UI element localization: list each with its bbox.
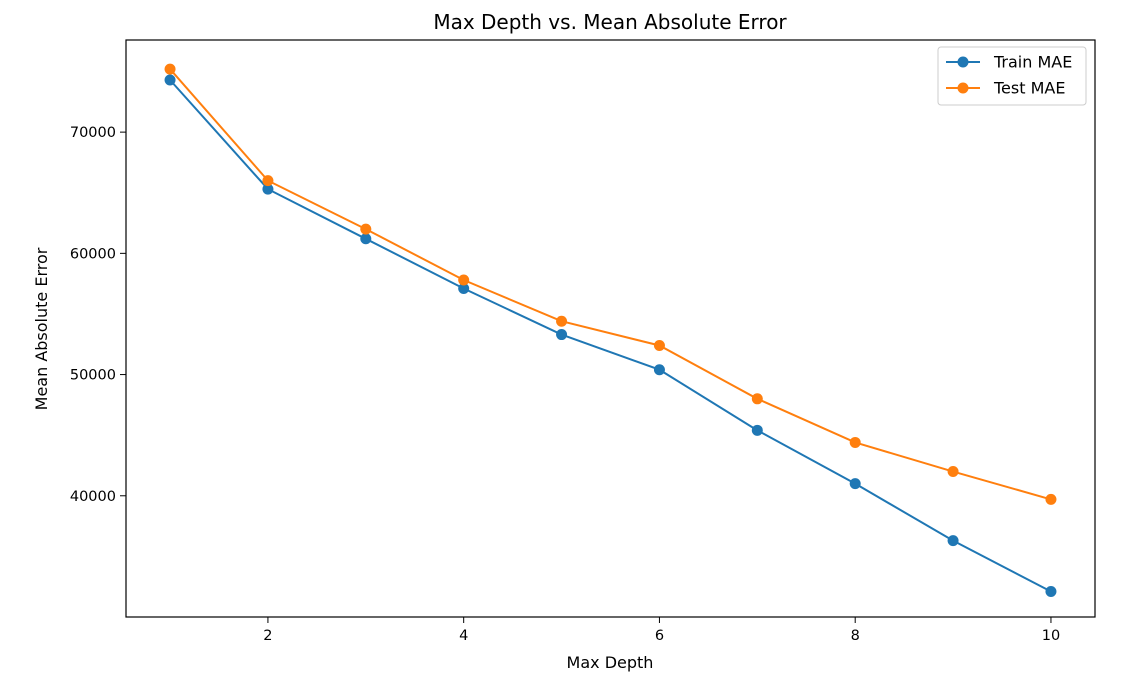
data-point — [360, 233, 372, 245]
data-point — [458, 274, 470, 286]
data-point — [947, 535, 959, 547]
y-tick-label: 70000 — [70, 125, 116, 141]
x-tick-label: 6 — [655, 628, 664, 644]
y-tick-label: 60000 — [70, 246, 116, 262]
data-point — [164, 63, 176, 75]
data-point — [556, 315, 568, 327]
series-line-1 — [169, 68, 1052, 501]
data-point — [849, 478, 861, 490]
data-point — [1045, 493, 1057, 505]
legend: Train MAE Test MAE — [937, 46, 1087, 106]
x-axis-label: Max Depth — [567, 653, 654, 672]
x-tick-label: 4 — [459, 628, 468, 644]
plot-frame — [125, 39, 1096, 618]
data-point — [262, 183, 274, 195]
y-tick-label: 50000 — [70, 368, 116, 384]
data-point — [653, 339, 665, 351]
legend-label: Train MAE — [993, 53, 1072, 72]
data-point — [164, 74, 176, 86]
data-point — [556, 329, 568, 341]
plot-area — [125, 39, 1096, 618]
x-tick-label: 2 — [263, 628, 272, 644]
data-point — [849, 436, 861, 448]
data-point — [947, 466, 959, 478]
data-point — [751, 393, 763, 405]
data-point — [262, 175, 274, 187]
data-point — [751, 424, 763, 436]
y-axis-label: Mean Absolute Error — [32, 247, 51, 410]
x-tick-label: 10 — [1042, 628, 1060, 644]
series-layer — [164, 63, 1057, 598]
legend-marker — [957, 82, 969, 94]
series-line-0 — [169, 79, 1052, 593]
data-point — [1045, 586, 1057, 598]
chart-title: Max Depth vs. Mean Absolute Error — [433, 10, 787, 34]
legend-marker — [957, 56, 969, 68]
x-tick-label: 8 — [851, 628, 860, 644]
data-point — [458, 282, 470, 294]
x-axis: 2 4 6 8 10 — [263, 617, 1060, 644]
legend-label: Test MAE — [993, 79, 1065, 98]
data-point — [653, 364, 665, 376]
y-tick-label: 40000 — [70, 489, 116, 505]
y-axis: 40000 50000 60000 70000 — [70, 125, 126, 505]
data-point — [360, 223, 372, 235]
